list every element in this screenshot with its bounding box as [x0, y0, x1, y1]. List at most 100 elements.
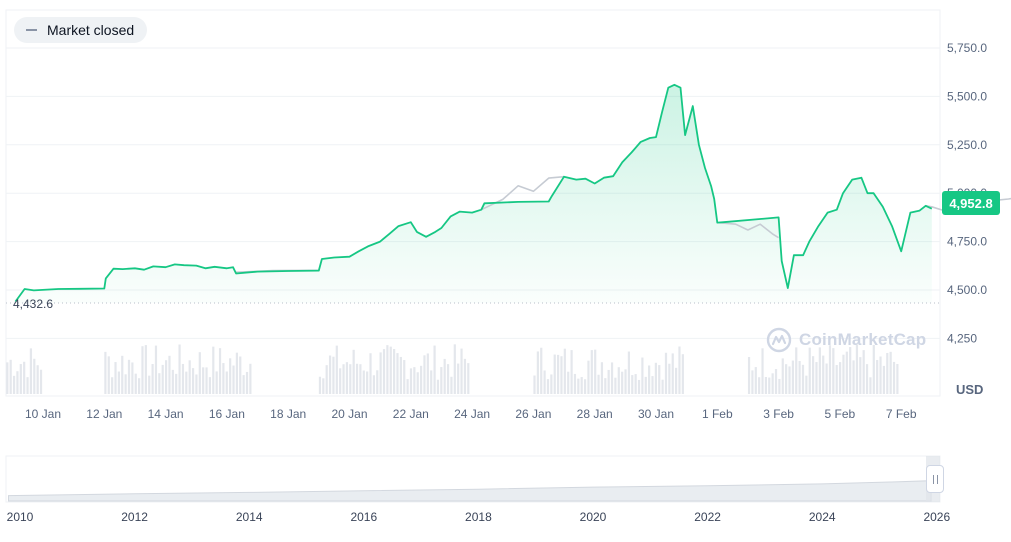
volume-bar-84 — [416, 372, 419, 394]
volume-bar-184 — [879, 356, 882, 394]
volume-bar-0 — [6, 362, 9, 394]
volume-bar-88 — [430, 370, 433, 394]
volume-bar-158 — [791, 360, 794, 394]
volume-bar-189 — [896, 364, 899, 394]
volume-bar-147 — [754, 367, 757, 394]
volume-bar-91 — [440, 367, 443, 394]
volume-bar-22 — [141, 346, 144, 394]
range-navigator[interactable]: 2010 2012 2014 2016 2018 2020 2022 2024 2026 — [5, 455, 950, 524]
volume-bar-117 — [590, 350, 593, 394]
volume-bar-102 — [540, 347, 543, 394]
navigator-year-label: 2018 — [465, 510, 492, 524]
volume-bar-35 — [185, 371, 188, 394]
volume-bar-72 — [376, 370, 379, 394]
volume-bar-42 — [208, 377, 212, 394]
volume-bar-85 — [419, 365, 423, 394]
volume-bar-76 — [389, 346, 392, 394]
volume-bar-101 — [536, 351, 539, 394]
x-tick-label: 18 Jan — [270, 407, 306, 421]
volume-bar-142 — [675, 367, 678, 394]
volume-bar-181 — [869, 377, 872, 394]
market-status-badge: Market closed — [14, 17, 148, 43]
volume-bar-2 — [12, 375, 16, 394]
volume-bar-139 — [664, 352, 668, 394]
x-tick-label: 12 Jan — [86, 407, 122, 421]
navigator-year-label: 2022 — [694, 510, 721, 524]
volume-bar-89 — [433, 345, 436, 394]
volume-bar-162 — [805, 375, 808, 394]
volume-bar-144 — [681, 354, 684, 394]
volume-bar-145 — [747, 356, 751, 394]
volume-bar-93 — [446, 364, 450, 394]
volume-bar-41 — [205, 367, 208, 394]
x-tick-label: 22 Jan — [393, 407, 429, 421]
x-tick-label: 7 Feb — [886, 407, 917, 421]
volume-bar-122 — [607, 369, 610, 394]
volume-bar-20 — [134, 373, 137, 394]
volume-bar-87 — [426, 353, 429, 394]
volume-bar-154 — [778, 378, 781, 394]
volume-bar-156 — [785, 364, 788, 394]
x-tick-label: 30 Jan — [638, 407, 674, 421]
volume-bar-174 — [845, 351, 848, 394]
volume-bar-16 — [121, 355, 124, 394]
x-tick-label: 5 Feb — [825, 407, 856, 421]
closed-market-line-2 — [717, 221, 780, 239]
volume-bar-6 — [26, 377, 29, 394]
volume-bar-37 — [191, 368, 195, 394]
volume-bar-58 — [328, 355, 332, 394]
volume-bar-119 — [597, 374, 600, 394]
y-tick-label: 4,500.0 — [947, 283, 987, 297]
navigator-year-label: 2020 — [580, 510, 607, 524]
volume-bar-92 — [443, 358, 446, 394]
volume-bar-29 — [164, 360, 168, 394]
volume-bar-5 — [23, 361, 26, 394]
volume-bar-160 — [798, 360, 801, 394]
volume-bar-73 — [379, 352, 382, 394]
volume-bar-14 — [114, 362, 117, 394]
volume-bar-182 — [872, 344, 875, 394]
volume-bar-176 — [852, 360, 855, 394]
volume-bar-51 — [239, 356, 242, 394]
volume-bar-170 — [832, 348, 835, 394]
volume-bar-38 — [195, 374, 198, 394]
volume-bar-34 — [181, 363, 185, 394]
volume-bar-77 — [393, 349, 396, 394]
volume-bar-135 — [651, 376, 654, 394]
volume-bar-100 — [533, 375, 536, 394]
navigator-year-label: 2010 — [7, 510, 34, 524]
y-tick-label: 5,500.0 — [947, 89, 987, 103]
watermark: CoinMarketCap — [766, 327, 926, 353]
volume-bar-113 — [577, 378, 580, 394]
volume-bar-67 — [359, 364, 362, 394]
volume-bar-131 — [637, 379, 641, 394]
coinmarketcap-logo-icon — [766, 327, 792, 353]
x-tick-label: 3 Feb — [763, 407, 794, 421]
volume-bar-36 — [188, 360, 191, 394]
volume-bar-105 — [550, 374, 553, 394]
volume-bar-138 — [661, 379, 664, 394]
volume-bar-11 — [104, 351, 107, 394]
volume-bar-188 — [892, 361, 896, 394]
volume-bar-109 — [563, 348, 566, 394]
volume-bar-187 — [889, 351, 892, 394]
closed-market-line-1 — [480, 175, 565, 211]
volume-bar-90 — [436, 379, 440, 394]
volume-bar-172 — [838, 362, 842, 394]
price-area-fill — [15, 84, 932, 303]
volume-bar-136 — [654, 362, 657, 394]
volume-bar-150 — [764, 377, 768, 394]
volume-bar-47 — [225, 371, 228, 394]
range-handle[interactable] — [926, 465, 944, 493]
volume-bar-3 — [16, 371, 19, 394]
navigator-year-label: 2016 — [350, 510, 377, 524]
volume-bar-115 — [583, 379, 587, 394]
volume-bar-128 — [627, 351, 631, 394]
volume-bar-17 — [124, 374, 127, 394]
volume-bar-112 — [573, 373, 577, 394]
volume-bar-21 — [138, 378, 141, 394]
volume-bar-106 — [553, 354, 556, 394]
volume-bar-157 — [788, 366, 791, 394]
navigator-year-label: 2026 — [923, 510, 950, 524]
